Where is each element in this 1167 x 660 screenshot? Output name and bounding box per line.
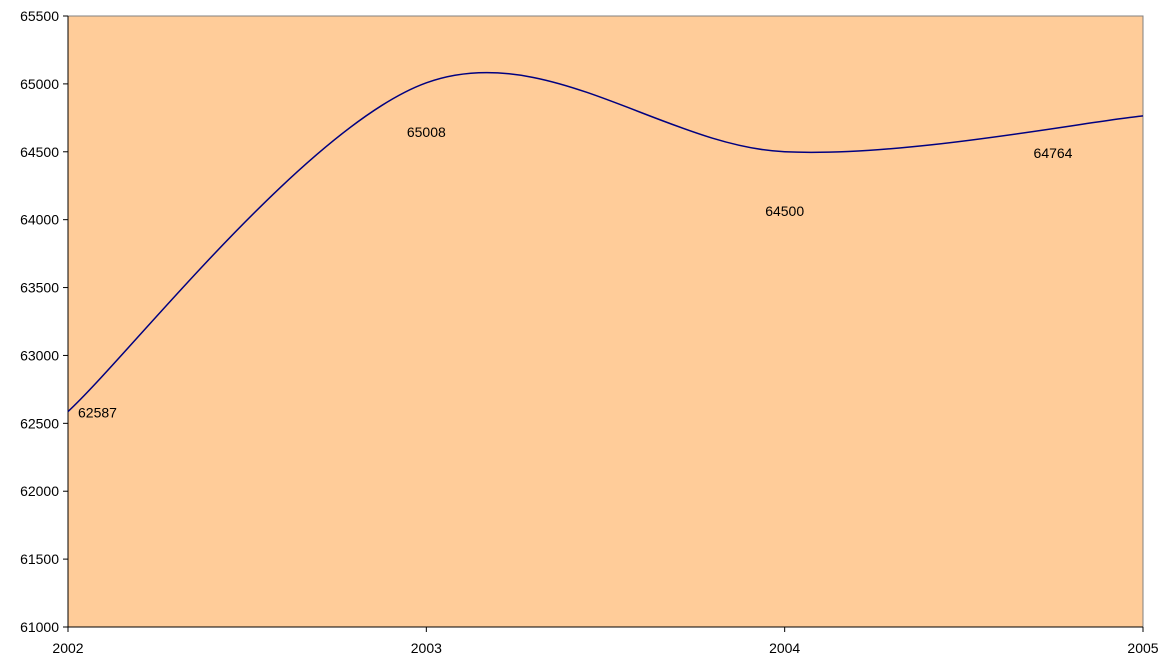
data-label: 62587	[78, 405, 117, 421]
data-label: 65008	[407, 124, 446, 140]
data-label: 64764	[1034, 145, 1073, 161]
y-tick-label: 65500	[20, 8, 59, 24]
x-tick-label: 2005	[1127, 640, 1158, 656]
y-tick-label: 63500	[20, 280, 59, 296]
y-tick-label: 62000	[20, 483, 59, 499]
x-tick-label: 2004	[769, 640, 800, 656]
y-tick-label: 63000	[20, 347, 59, 363]
y-tick-label: 64000	[20, 212, 59, 228]
x-tick-label: 2003	[411, 640, 442, 656]
y-tick-label: 61000	[20, 619, 59, 635]
data-label: 64500	[765, 203, 804, 219]
series-line	[67, 71, 1144, 413]
y-tick-label: 62500	[20, 415, 59, 431]
y-tick-label: 64500	[20, 144, 59, 160]
y-tick-label: 65000	[20, 76, 59, 92]
plot-area	[67, 15, 1144, 628]
y-tick-label: 61500	[20, 551, 59, 567]
x-tick-label: 2002	[52, 640, 83, 656]
